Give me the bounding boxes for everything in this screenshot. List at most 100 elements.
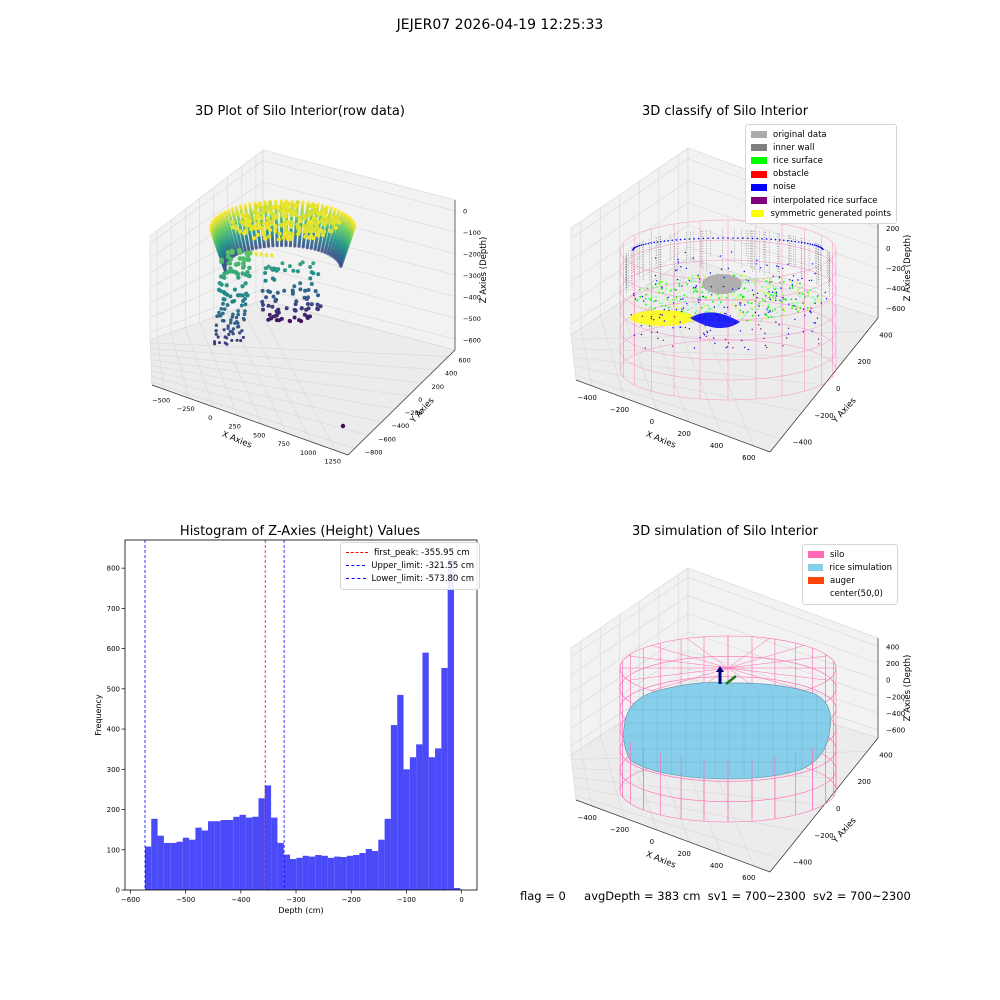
legend-label: first_peak: -355.95 cm (374, 547, 470, 558)
data-point (329, 253, 333, 257)
rice-surface-point (741, 296, 744, 299)
histogram-bar (321, 855, 328, 890)
rice-surface-point (791, 285, 794, 288)
noise-point (675, 289, 677, 291)
noise-point (640, 244, 642, 246)
data-point (258, 245, 262, 249)
noise-point (630, 314, 632, 316)
noise-point (699, 299, 701, 301)
noise-point (677, 258, 679, 261)
noise-cluster (690, 312, 740, 329)
data-point (264, 254, 269, 258)
interpolated-point (742, 311, 744, 313)
z-tick-label: −400 (463, 293, 481, 301)
rice-surface-point (795, 305, 797, 308)
interpolated-point (651, 331, 653, 334)
data-point (260, 210, 265, 216)
rice-surface-point (782, 313, 785, 316)
noise-point (724, 312, 726, 315)
data-point (226, 260, 231, 266)
data-point (223, 291, 228, 296)
noise-point (688, 279, 690, 282)
noise-point (692, 257, 694, 259)
data-point (267, 227, 273, 233)
noise-point (642, 243, 645, 246)
grid-line (150, 348, 435, 370)
legend-swatch (808, 577, 824, 585)
data-point (277, 208, 283, 213)
noise-point (794, 240, 796, 243)
rice-surface-point (711, 300, 714, 303)
rice-surface-point (702, 274, 705, 277)
avg-depth-readout: avgDepth = 383 cm (584, 889, 701, 903)
histogram-bar (453, 887, 461, 890)
data-point (220, 318, 225, 323)
rice-surface-point (764, 300, 766, 303)
data-point (305, 302, 310, 306)
data-point (247, 250, 253, 256)
rice-surface-point (801, 293, 804, 295)
data-point (318, 304, 323, 309)
rice-surface-point (745, 312, 748, 314)
noise-point (726, 346, 729, 348)
data-point (243, 216, 249, 222)
rice-surface-point (718, 297, 720, 300)
noise-point (667, 296, 669, 299)
legend-swatch (751, 183, 767, 191)
noise-point (760, 267, 762, 269)
data-point (260, 299, 265, 304)
rice-surface-point (790, 281, 792, 283)
data-point (298, 218, 303, 224)
rice-surface-point (774, 288, 777, 291)
data-point (266, 205, 271, 210)
legend-entry: Lower_limit: -573.80 cm (346, 572, 474, 585)
rice-surface-point (754, 289, 757, 292)
data-point (306, 288, 311, 292)
histogram-bar (258, 798, 265, 890)
y-axis-label: Y Axies (830, 815, 859, 846)
auger-head (716, 666, 724, 672)
noise-point (814, 272, 816, 275)
data-point (321, 229, 326, 235)
data-point (238, 331, 242, 335)
histogram-bar (397, 694, 404, 890)
histogram-bar (163, 842, 171, 890)
noise-point (757, 314, 760, 317)
data-point (232, 287, 237, 292)
rice-surface-point (752, 295, 755, 297)
noise-point (635, 246, 637, 248)
z-tick-label: 0 (886, 245, 890, 253)
y-axis-label: Y Axies (830, 395, 859, 426)
simulation-legend: silo rice simulation auger center(50,0) (802, 544, 898, 605)
data-point (251, 236, 257, 241)
data-point (309, 302, 314, 307)
rice-surface-point (785, 298, 787, 301)
x-axis-line (575, 379, 771, 453)
x-axis-line (575, 799, 771, 873)
histogram-axes: −600 −500 −400 −300 −200 −100 0 0 100 200 300 400 50… (94, 539, 478, 915)
data-point (221, 301, 225, 306)
data-point (286, 202, 292, 207)
data-point (291, 268, 296, 273)
z-axis-label: Z Axies (Depth) (903, 655, 913, 722)
legend-swatch (751, 131, 767, 139)
rice-surface-point (765, 291, 768, 294)
rice-surface-point (806, 295, 809, 298)
legend-entry: rice simulation (808, 561, 892, 574)
rice-surface-point (644, 297, 647, 300)
histogram-bar (208, 821, 215, 890)
y-tick-label: 400 (445, 370, 457, 378)
rice-surface-point (687, 308, 690, 311)
data-point (273, 299, 278, 303)
interpolated-point (760, 328, 762, 330)
noise-point (712, 237, 714, 239)
data-point (315, 302, 320, 307)
legend-line (346, 552, 368, 554)
legend-swatch (751, 157, 767, 165)
rice-surface-point (703, 305, 706, 308)
noise-point (809, 310, 812, 312)
legend-label: obstacle (773, 169, 809, 180)
data-point (255, 222, 261, 227)
noise-point (764, 295, 767, 297)
noise-point (674, 269, 677, 272)
